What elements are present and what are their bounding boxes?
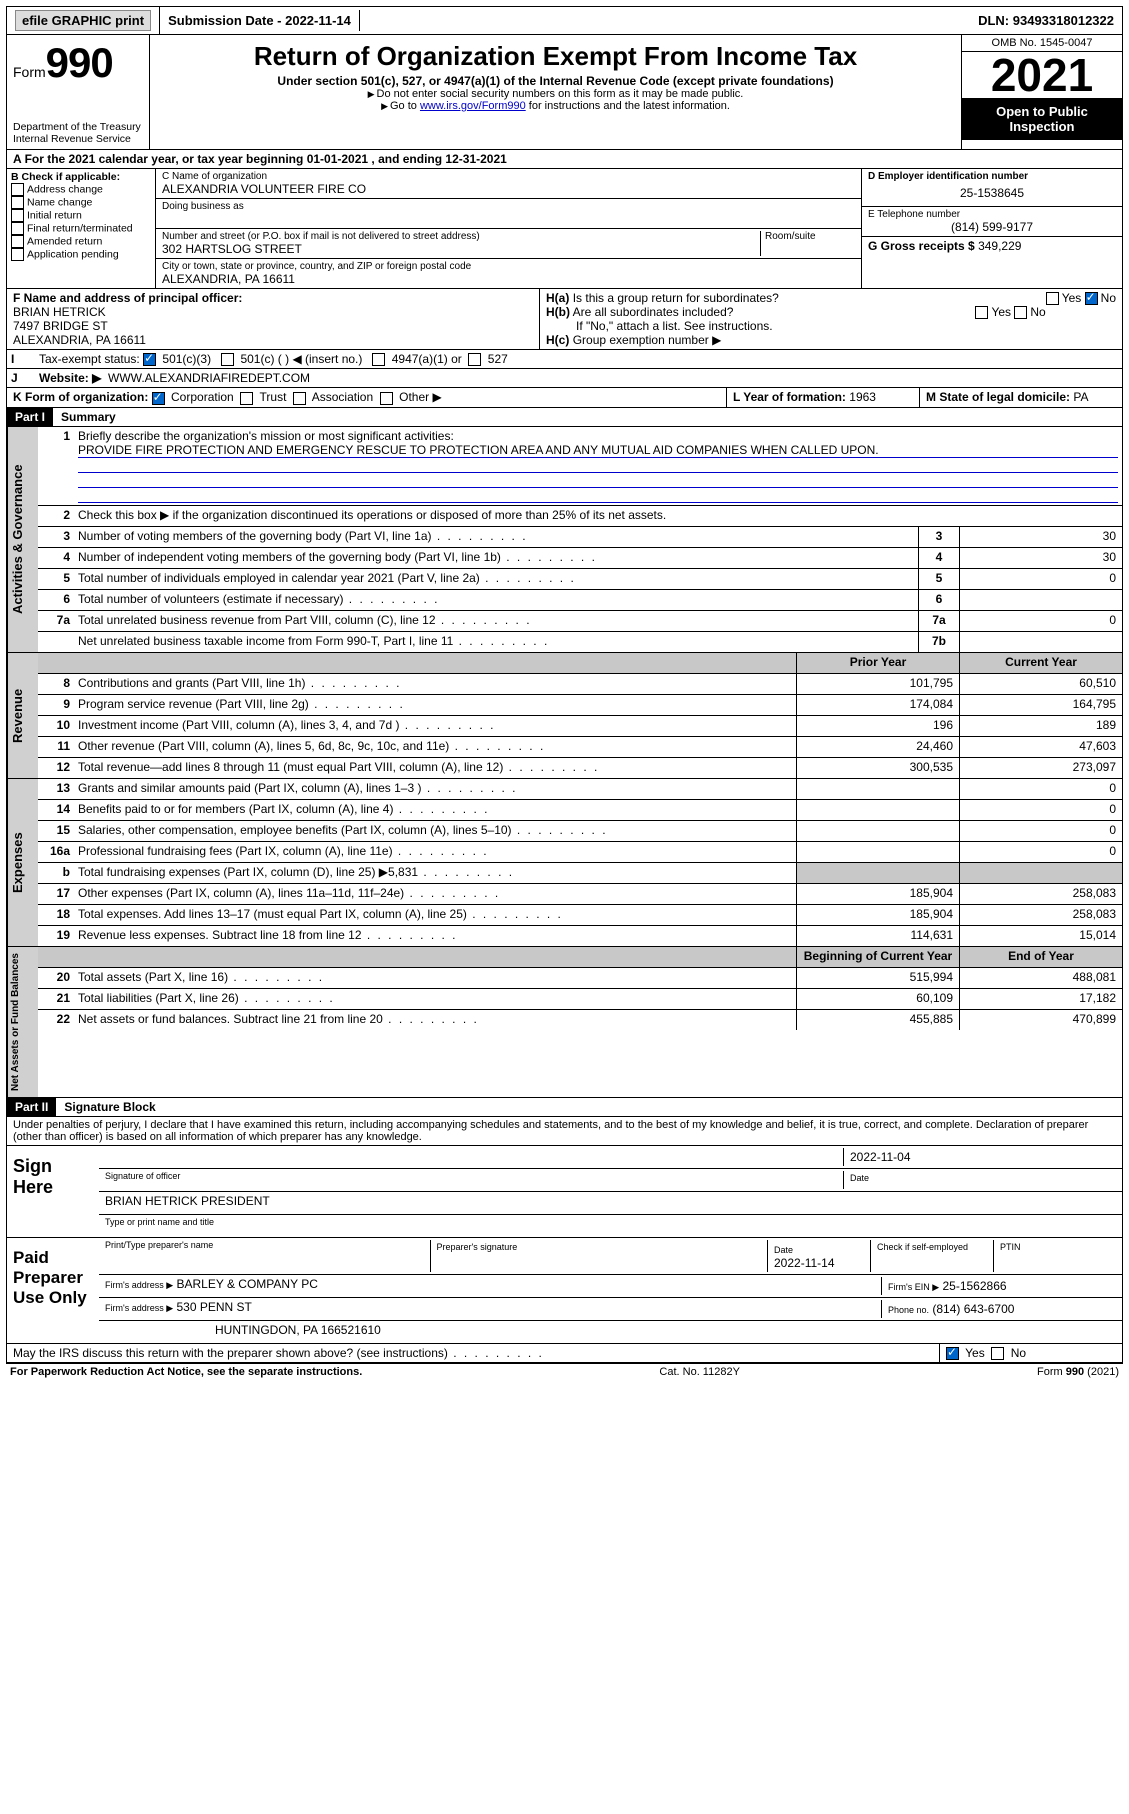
section-expenses: Expenses 13Grants and similar amounts pa… — [6, 779, 1123, 947]
form-header: Form990 Department of the Treasury Inter… — [6, 35, 1123, 150]
ein: 25-1538645 — [868, 182, 1116, 204]
note-link: Go to www.irs.gov/Form990 for instructio… — [160, 100, 951, 112]
open-public: Open to Public Inspection — [962, 98, 1122, 140]
efile-label: efile GRAPHIC print — [7, 7, 160, 34]
row-klm: K Form of organization: Corporation Trus… — [6, 388, 1123, 407]
sign-here-label: Sign Here — [7, 1146, 99, 1237]
row-may-discuss: May the IRS discuss this return with the… — [6, 1344, 1123, 1363]
form-title: Return of Organization Exempt From Incom… — [160, 41, 951, 72]
phone: (814) 599-9177 — [868, 220, 1116, 234]
page-footer: For Paperwork Reduction Act Notice, see … — [6, 1363, 1123, 1380]
col-b-checkboxes: B Check if applicable: Address change Na… — [7, 169, 156, 288]
gross-receipts: 349,229 — [978, 239, 1021, 253]
section-revenue: Revenue Prior Year Current Year 8Contrib… — [6, 653, 1123, 779]
dept-treasury: Department of the Treasury Internal Reve… — [13, 121, 143, 145]
col-d-ids: D Employer identification number 25-1538… — [861, 169, 1122, 288]
sign-date: 2022-11-04 — [843, 1148, 1116, 1166]
part2-header: Part II Signature Block — [6, 1098, 1123, 1117]
vtab-expenses: Expenses — [7, 779, 38, 946]
dln: DLN: 93493318012322 — [970, 10, 1122, 31]
vtab-netassets: Net Assets or Fund Balances — [7, 947, 38, 1097]
sign-block: Sign Here 2022-11-04 Signature of office… — [6, 1146, 1123, 1238]
checkbox-501c3[interactable] — [143, 353, 156, 366]
row-a-taxyear: A For the 2021 calendar year, or tax yea… — [6, 150, 1123, 169]
header-mid: Return of Organization Exempt From Incom… — [150, 35, 961, 149]
form-subtitle: Under section 501(c), 527, or 4947(a)(1)… — [160, 74, 951, 88]
section-governance: Activities & Governance 1 Briefly descri… — [6, 427, 1123, 653]
org-name: ALEXANDRIA VOLUNTEER FIRE CO — [162, 182, 855, 196]
section-netassets: Net Assets or Fund Balances Beginning of… — [6, 947, 1123, 1098]
perjury-declaration: Under penalties of perjury, I declare th… — [6, 1117, 1123, 1146]
vtab-revenue: Revenue — [7, 653, 38, 778]
paid-preparer-label: Paid Preparer Use Only — [7, 1238, 99, 1343]
col-c-orginfo: C Name of organization ALEXANDRIA VOLUNT… — [156, 169, 861, 288]
mission-text: PROVIDE FIRE PROTECTION AND EMERGENCY RE… — [78, 443, 1118, 458]
irs-link[interactable]: www.irs.gov/Form990 — [420, 100, 526, 112]
row-f-h: F Name and address of principal officer:… — [6, 289, 1123, 350]
note-ssn: Do not enter social security numbers on … — [160, 88, 951, 100]
part1-header: Part I Summary — [6, 408, 1123, 427]
officer-name: BRIAN HETRICK — [13, 305, 533, 319]
header-right: OMB No. 1545-0047 2021 Open to Public In… — [961, 35, 1122, 149]
header-left: Form990 Department of the Treasury Inter… — [7, 35, 150, 149]
row-j-website: J Website: ▶ WWW.ALEXANDRIAFIREDEPT.COM — [6, 369, 1123, 388]
website[interactable]: WWW.ALEXANDRIAFIREDEPT.COM — [108, 371, 310, 385]
paid-preparer-block: Paid Preparer Use Only Print/Type prepar… — [6, 1238, 1123, 1344]
vtab-governance: Activities & Governance — [7, 427, 38, 652]
officer-name-title: BRIAN HETRICK PRESIDENT — [105, 1194, 1116, 1212]
submission-date: Submission Date - 2022-11-14 — [160, 10, 360, 31]
org-city: ALEXANDRIA, PA 16611 — [162, 272, 855, 286]
org-street: 302 HARTSLOG STREET — [162, 242, 760, 256]
entity-block: B Check if applicable: Address change Na… — [6, 169, 1123, 289]
top-bar: efile GRAPHIC print Submission Date - 20… — [6, 6, 1123, 35]
tax-year: 2021 — [962, 52, 1122, 98]
row-i-taxstatus: I Tax-exempt status: 501(c)(3) 501(c) ( … — [6, 350, 1123, 369]
